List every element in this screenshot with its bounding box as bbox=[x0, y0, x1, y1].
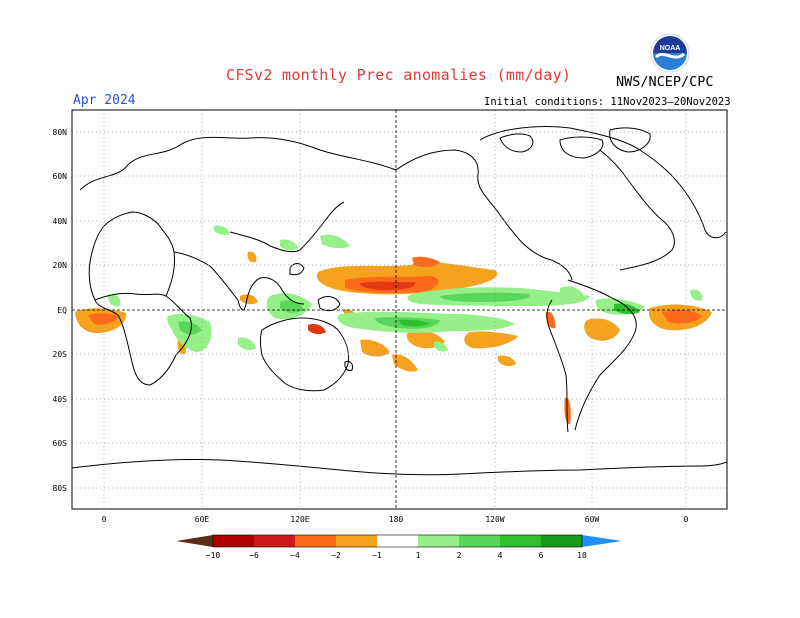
forecast-period: Apr 2024 bbox=[73, 93, 136, 108]
lat-labels: 80N 60N 40N 20N EQ 20S 40S 60S 80S bbox=[53, 128, 68, 493]
lon-label: 0 bbox=[102, 515, 107, 524]
noaa-logo: NOAA bbox=[650, 33, 690, 73]
map-title: CFSv2 monthly Prec anomalies (mm/day) bbox=[226, 66, 572, 84]
lat-label: 60S bbox=[53, 439, 68, 448]
colorbar-tick: −6 bbox=[249, 551, 259, 560]
noaa-logo-text: NOAA bbox=[660, 45, 681, 52]
lat-label: 20N bbox=[53, 261, 68, 270]
colorbar-swatch bbox=[459, 535, 500, 547]
colorbar-low-arrow bbox=[176, 535, 213, 547]
colorbar-swatch bbox=[295, 535, 336, 547]
colorbar-tick: −4 bbox=[290, 551, 300, 560]
colorbar-swatch bbox=[254, 535, 295, 547]
lon-labels: 0 60E 120E 180 120W 60W 0 bbox=[102, 515, 689, 524]
map-frame bbox=[71, 109, 728, 510]
initial-conditions: Initial conditions: 11Nov2023–20Nov2023 bbox=[484, 96, 731, 108]
colorbar-tick: −10 bbox=[206, 551, 221, 560]
colorbar-swatch bbox=[213, 535, 254, 547]
colorbar: −10 −6 −4 −2 −1 1 2 4 6 10 bbox=[176, 534, 622, 560]
lat-label: 60N bbox=[53, 172, 68, 181]
colorbar-swatch bbox=[336, 535, 377, 547]
colorbar-tick: 6 bbox=[539, 551, 544, 560]
colorbar-swatch bbox=[500, 535, 541, 547]
colorbar-swatch bbox=[541, 535, 582, 547]
coastlines bbox=[72, 126, 727, 476]
lat-label: 20S bbox=[53, 350, 68, 359]
colorbar-tick: 10 bbox=[577, 551, 587, 560]
lat-label: 40N bbox=[53, 217, 68, 226]
colorbar-swatch bbox=[418, 535, 459, 547]
colorbar-tick: 2 bbox=[457, 551, 462, 560]
colorbar-tick: 4 bbox=[498, 551, 503, 560]
colorbar-outline bbox=[212, 534, 583, 548]
lon-label: 0 bbox=[684, 515, 689, 524]
lat-label: 80N bbox=[53, 128, 68, 137]
lat-label: 40S bbox=[53, 395, 68, 404]
colorbar-swatch-zero bbox=[377, 535, 418, 547]
lon-label: 120E bbox=[290, 515, 309, 524]
lat-label: 80S bbox=[53, 484, 68, 493]
dry-anomalies bbox=[75, 251, 712, 425]
lat-label: EQ bbox=[57, 306, 67, 315]
lon-label: 120W bbox=[485, 515, 504, 524]
grid-lines bbox=[72, 110, 727, 509]
lon-label: 60E bbox=[195, 515, 210, 524]
agency-label: NWS/NCEP/CPC bbox=[616, 74, 714, 90]
colorbar-tick: 1 bbox=[416, 551, 421, 560]
wet-anomalies bbox=[108, 225, 703, 352]
colorbar-tick: −1 bbox=[372, 551, 382, 560]
colorbar-high-arrow bbox=[582, 535, 622, 547]
lon-label: 60W bbox=[585, 515, 600, 524]
lon-label: 180 bbox=[389, 515, 404, 524]
colorbar-tick: −2 bbox=[331, 551, 341, 560]
